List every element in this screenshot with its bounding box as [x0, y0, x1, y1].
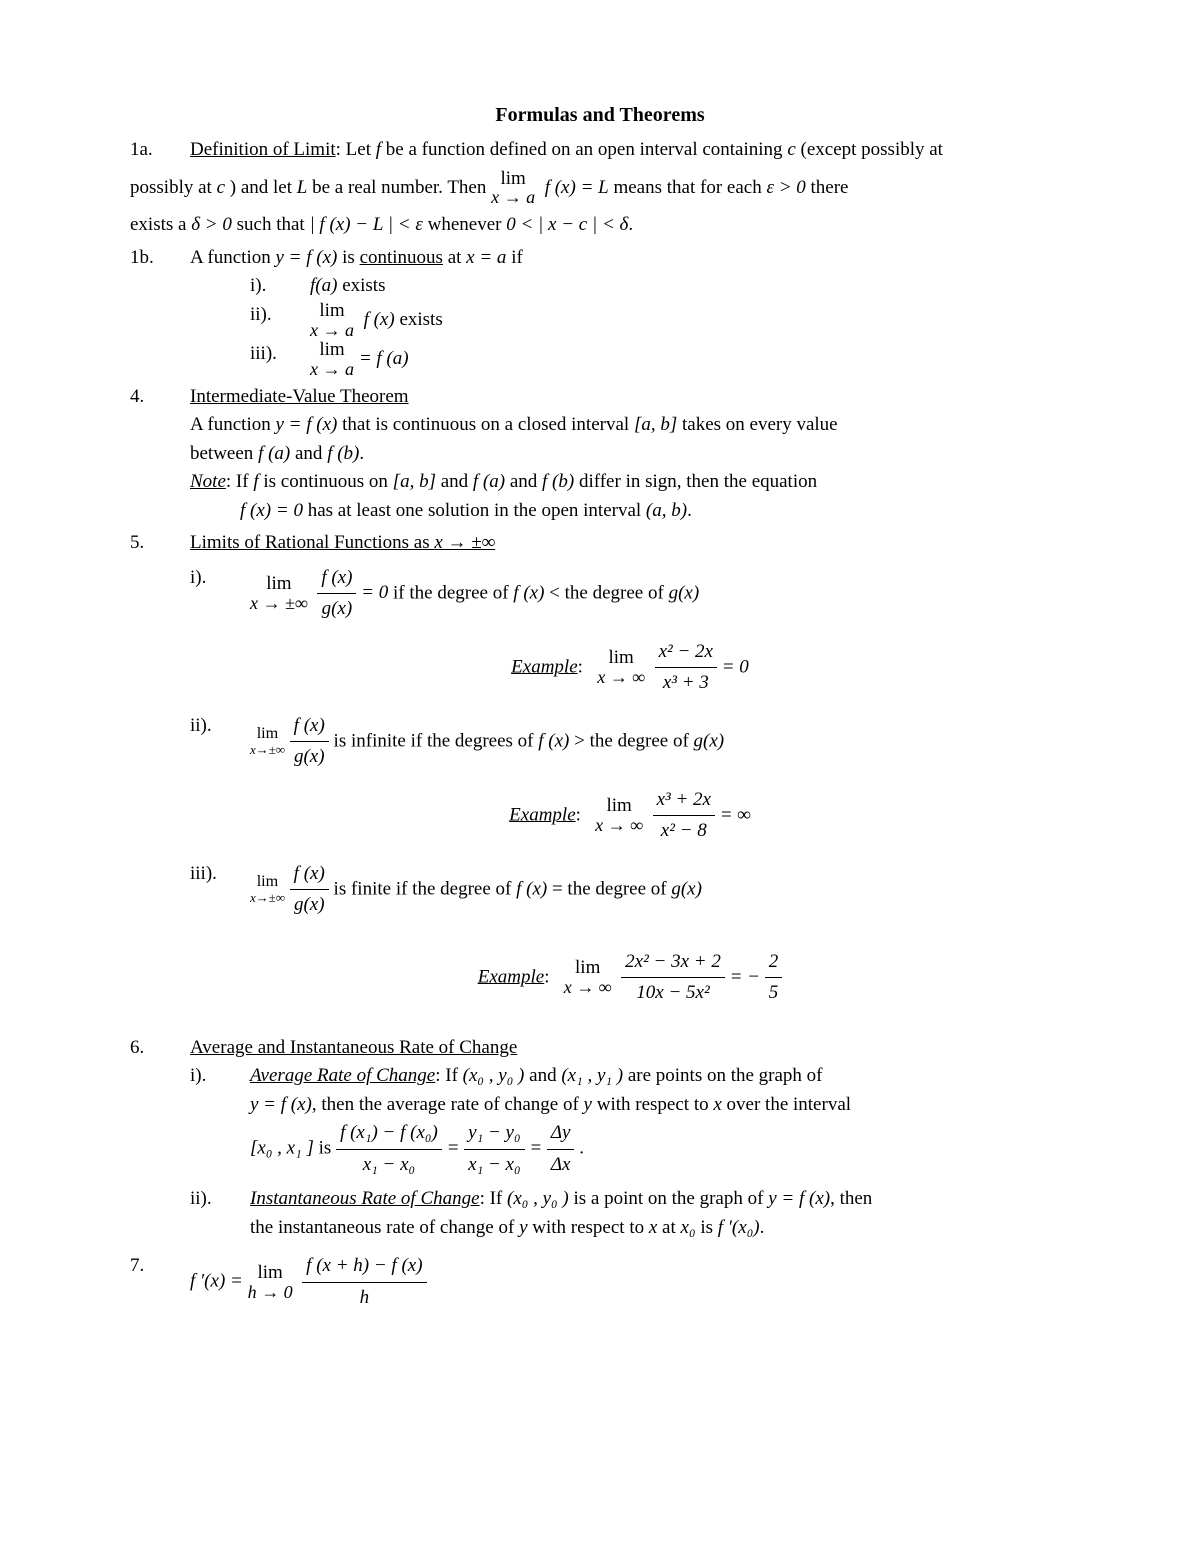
item-1a-line2: possibly at c ) and let L be a real numb…: [130, 169, 1070, 208]
example-5-i: Example: limx → ∞ x² − 2xx³ + 3 = 0: [190, 638, 1070, 698]
note-label: Note: [190, 471, 226, 492]
sub-6-i: i). Average Rate of Change: If (x₀ , y₀ …: [190, 1062, 1070, 1179]
item-number: 1a.: [130, 136, 190, 165]
page: Formulas and Theorems 1a. Definition of …: [0, 0, 1200, 1376]
item-5: 5. Limits of Rational Functions as x → ±…: [130, 529, 1070, 1030]
item-6: 6. Average and Instantaneous Rate of Cha…: [130, 1034, 1070, 1243]
item-7: 7. f ′(x) = limh → 0 f (x + h) − f (x)h: [130, 1252, 1070, 1312]
item-heading: Intermediate-Value Theorem: [190, 386, 409, 407]
example-5-ii: Example: limx → ∞ x³ + 2xx² − 8 = ∞: [190, 786, 1070, 846]
item-body: Definition of Limit: Let f be a function…: [190, 136, 1070, 165]
item-number: 4.: [130, 383, 190, 412]
item-number: 5.: [130, 529, 190, 558]
item-4: 4. Intermediate-Value Theorem A function…: [130, 383, 1070, 526]
page-title: Formulas and Theorems: [130, 100, 1070, 130]
sub-5-i: i). limx → ±∞ f (x)g(x) = 0 if the degre…: [190, 564, 1070, 712]
item-number: 7.: [130, 1252, 190, 1281]
item-1a: 1a. Definition of Limit: Let f be a func…: [130, 136, 1070, 165]
sub-iii: iii). limx → a = f (a): [250, 340, 1070, 379]
sub-5-ii: ii). limx→±∞ f (x)g(x) is infinite if th…: [190, 712, 1070, 860]
item-1b: 1b. A function y = f (x) is continuous a…: [130, 244, 1070, 379]
sub-5-iii: iii). limx→±∞ f (x)g(x) is finite if the…: [190, 860, 1070, 1030]
item-heading: Definition of Limit: [190, 139, 336, 160]
example-5-iii: Example: limx → ∞ 2x² − 3x + 210x − 5x² …: [190, 948, 1070, 1008]
sub-6-ii: ii). Instantaneous Rate of Change: If (x…: [190, 1185, 1070, 1242]
sub-ii: ii). limx → a f (x) exists: [250, 301, 1070, 340]
item-heading: Average and Instantaneous Rate of Change: [190, 1037, 517, 1058]
item-heading: Limits of Rational Functions as x → ±∞: [190, 532, 495, 553]
item-number: 1b.: [130, 244, 190, 273]
sub-i: i). f(a) exists: [250, 272, 1070, 301]
limit-block: limx → a: [491, 169, 535, 208]
item-number: 6.: [130, 1034, 190, 1063]
item-1a-line3: exists a δ > 0 such that | f (x) − L | <…: [130, 211, 1070, 240]
